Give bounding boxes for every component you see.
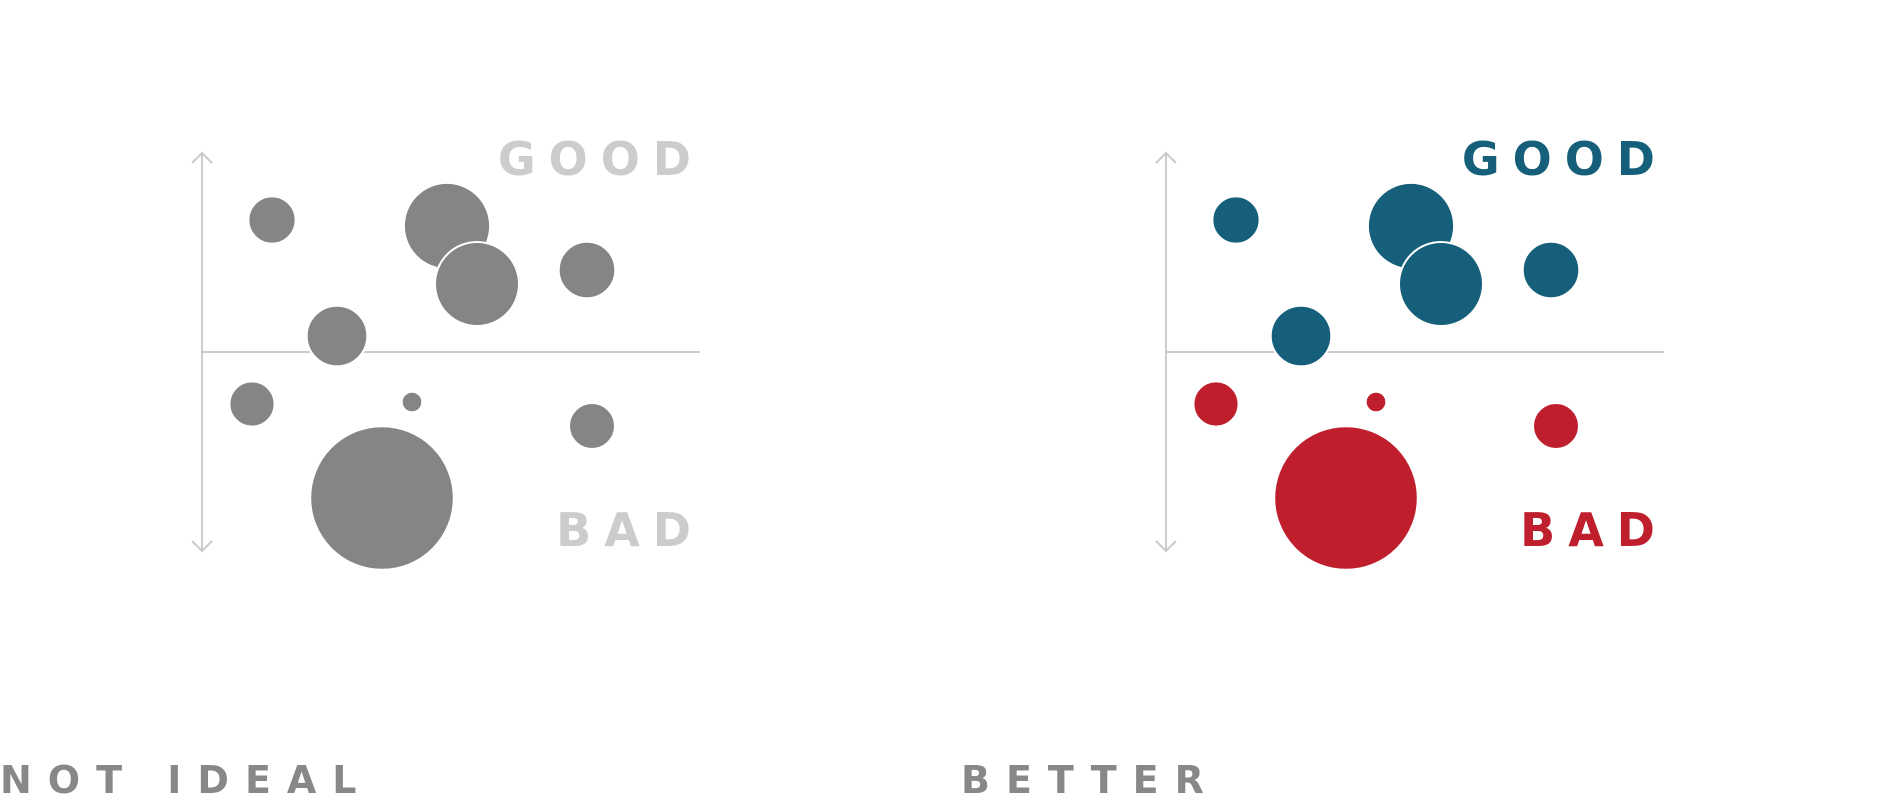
bubble-point xyxy=(305,304,369,368)
bubble-point xyxy=(568,402,616,450)
y-axis-down-arrow xyxy=(191,540,213,553)
bubble-point xyxy=(1364,390,1388,414)
bubble-point xyxy=(1269,304,1333,368)
bubble-chart-better: GOOD BAD xyxy=(1155,132,1668,571)
y-axis-down-arrow xyxy=(1155,540,1177,553)
good-label: GOOD xyxy=(1462,132,1668,186)
bubble-point xyxy=(557,240,617,300)
y-axis-up-arrow xyxy=(191,151,213,164)
bubble-point xyxy=(1532,402,1580,450)
bubble-point xyxy=(309,425,455,571)
caption-better: BETTER xyxy=(961,758,1220,802)
bad-label: BAD xyxy=(1520,503,1668,557)
bubble-point xyxy=(1398,241,1484,327)
bubble-point xyxy=(1211,195,1261,245)
bad-label: BAD xyxy=(556,503,704,557)
bubble-point xyxy=(247,195,297,245)
bubble-point xyxy=(1273,425,1419,571)
y-axis-up-arrow xyxy=(1155,151,1177,164)
bubble-point xyxy=(228,380,276,428)
bubble-chart-not-ideal: GOOD BAD xyxy=(191,132,704,571)
bubble-point xyxy=(1521,240,1581,300)
caption-not-ideal: NOT IDEAL xyxy=(0,758,373,802)
bubble-point xyxy=(1192,380,1240,428)
bubble-point xyxy=(434,241,520,327)
bubble-point xyxy=(400,390,424,414)
good-label: GOOD xyxy=(498,132,704,186)
